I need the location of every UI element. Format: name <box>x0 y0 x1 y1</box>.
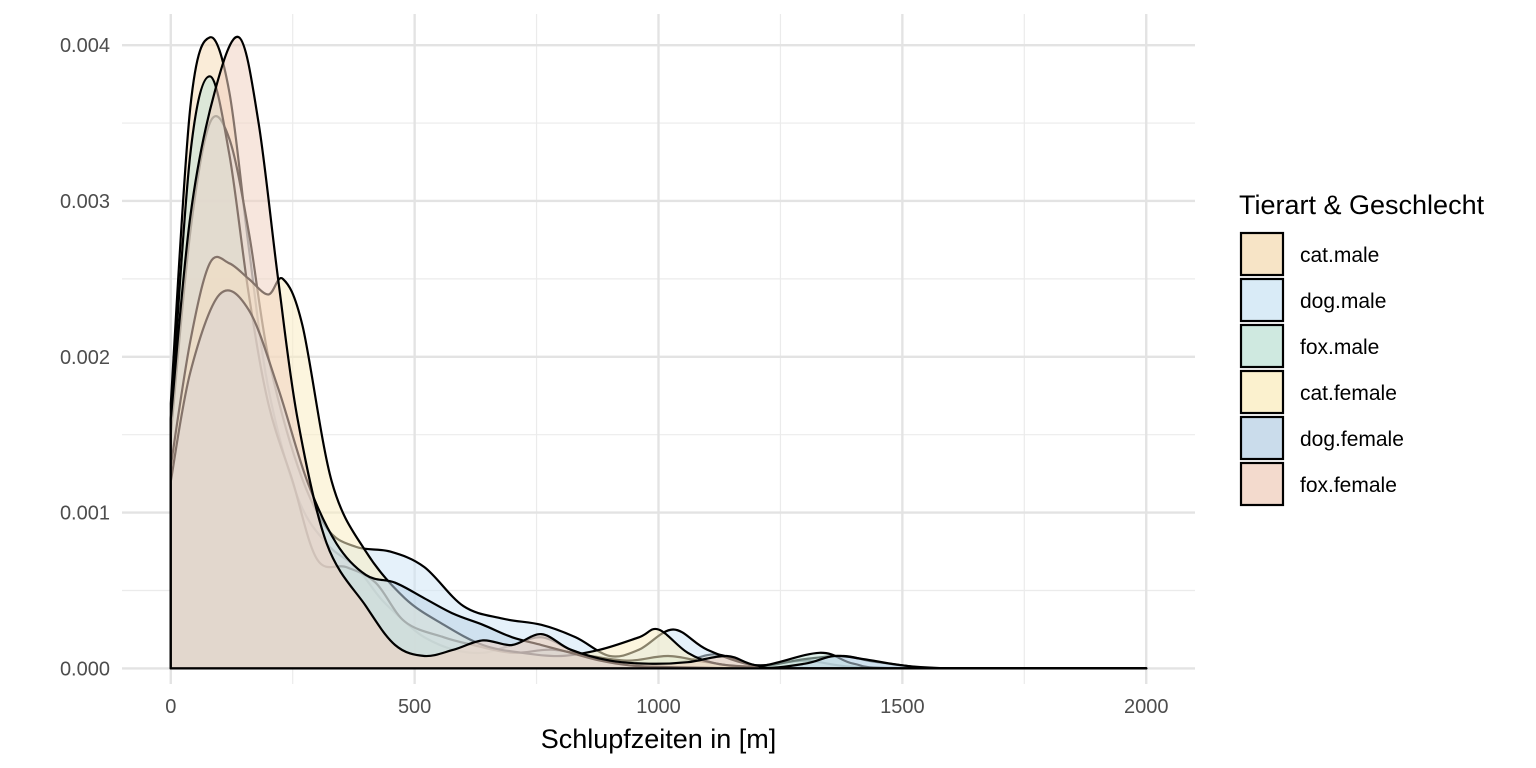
legend-label-cat-male: cat.male <box>1300 244 1379 267</box>
x-tick-labels: 0 500 1000 1500 2000 <box>165 696 1168 718</box>
legend-label-fox-female: fox.female <box>1300 474 1397 497</box>
legend-key-cat-female <box>1239 369 1285 415</box>
y-tick-label: 0.004 <box>60 35 110 57</box>
legend-key-fox-female <box>1239 461 1285 507</box>
y-tick-label: 0.001 <box>60 503 110 525</box>
legend-key-fox-male <box>1239 323 1285 369</box>
x-tick-label: 1000 <box>636 696 681 718</box>
y-tick-labels: 0.000 0.001 0.002 0.003 0.004 <box>60 35 110 680</box>
legend-key-dog-male <box>1239 277 1285 323</box>
legend: Tierart & Geschlecht cat.male dog.male fox… <box>1239 190 1485 507</box>
legend-key-cat-male <box>1239 231 1285 277</box>
legend-label-fox-male: fox.male <box>1300 336 1379 359</box>
y-tick-label: 0.003 <box>60 191 110 213</box>
x-axis-title: Schlupfzeiten in [m] <box>541 724 777 754</box>
legend-title: Tierart & Geschlecht <box>1239 190 1485 220</box>
density-area-fox-female <box>169 35 1148 670</box>
legend-label-cat-female: cat.female <box>1300 382 1397 405</box>
x-tick-label: 500 <box>398 696 431 718</box>
x-tick-label: 0 <box>165 696 176 718</box>
x-tick-label: 2000 <box>1124 696 1169 718</box>
legend-label-dog-female: dog.female <box>1300 428 1404 451</box>
y-tick-label: 0.000 <box>60 658 110 680</box>
x-tick-label: 1500 <box>880 696 925 718</box>
legend-key-dog-female <box>1239 415 1285 461</box>
density-areas <box>169 35 1148 670</box>
legend-label-dog-male: dog.male <box>1300 290 1386 313</box>
y-tick-label: 0.002 <box>60 347 110 369</box>
